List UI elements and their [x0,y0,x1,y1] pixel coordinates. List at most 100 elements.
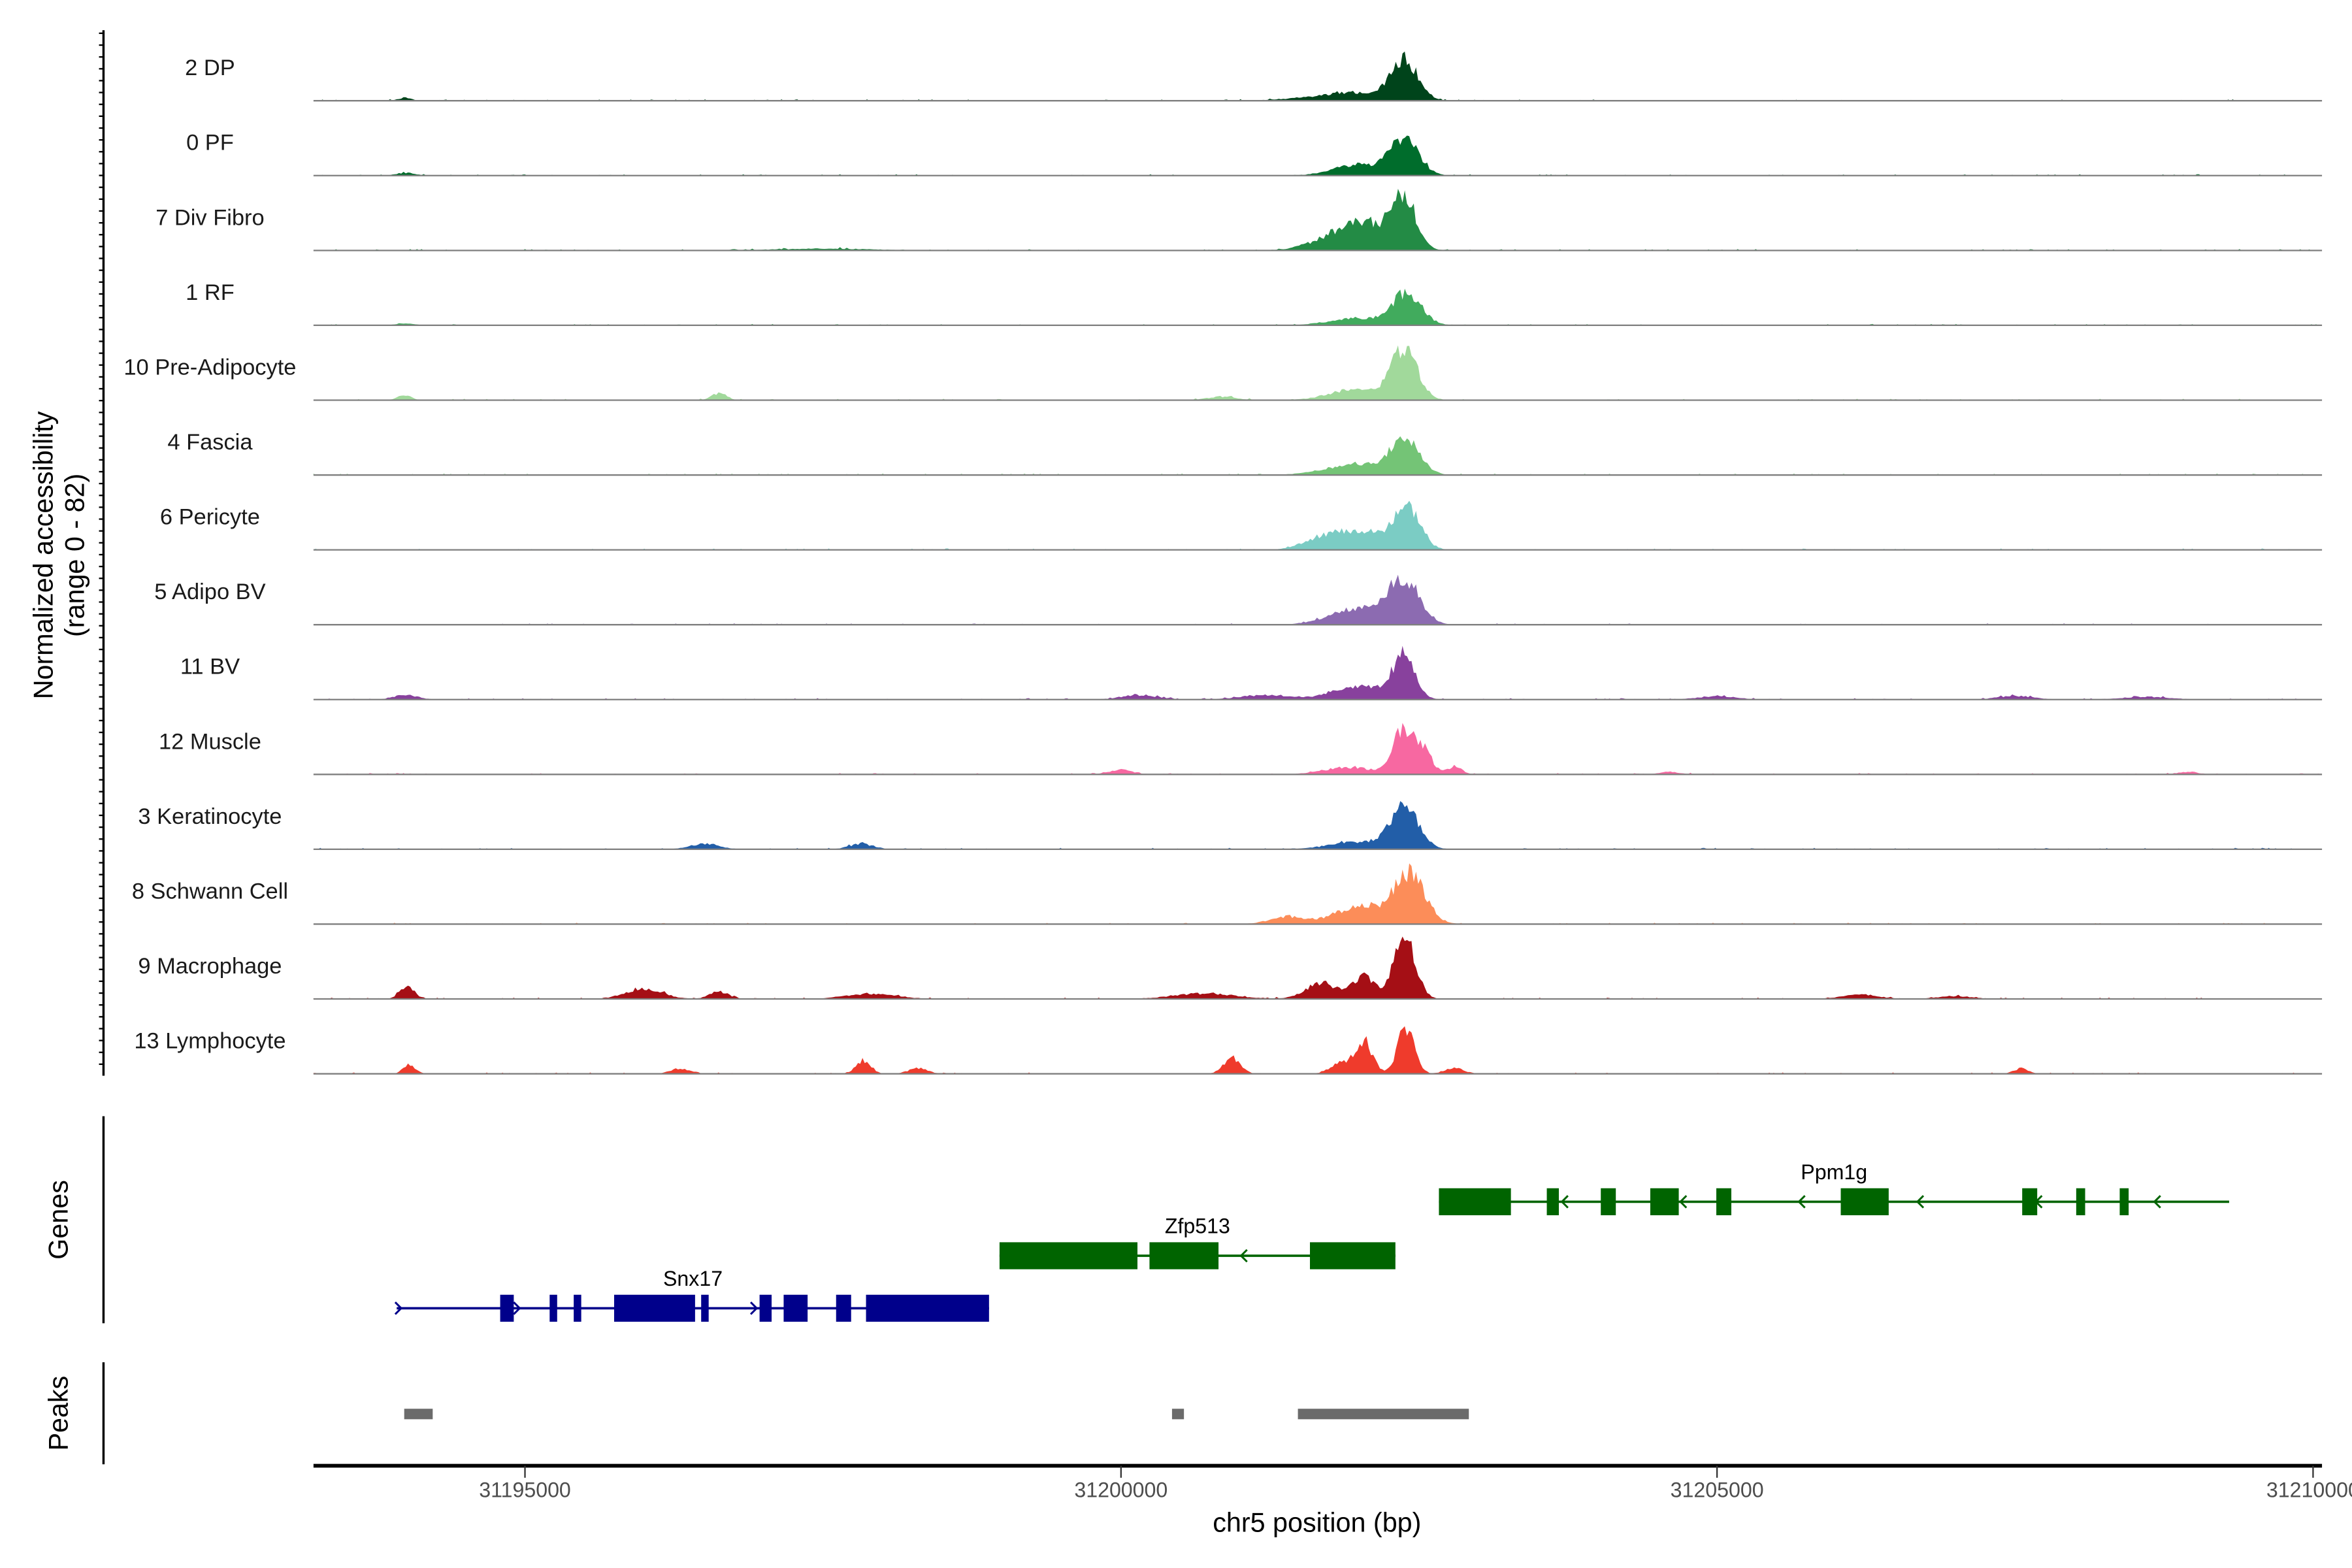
track-label: 4 Fascia [167,430,253,455]
track-label: 12 Muscle [159,729,261,754]
gene-exon [759,1294,772,1322]
strand-arrow-left-icon [1916,1195,1925,1209]
gene-exon [1601,1188,1616,1216]
strand-arrow-left-icon [1678,1195,1688,1209]
track-label: 3 Keratinocyte [138,804,282,829]
x-tick-label: 31210000 [2266,1478,2352,1502]
track-label: 8 Schwann Cell [132,879,288,904]
track-4-fascia: 4 Fascia [167,430,2323,476]
gene-exon [783,1294,808,1322]
track-0-pf: 0 PF [186,131,2323,176]
coverage-area [313,51,2323,101]
track-label: 7 Div Fibro [155,205,264,230]
gene-exon [2022,1188,2038,1216]
track-label: 11 BV [180,655,240,679]
coverage-area [313,936,2323,1000]
track-10-pre-adipocyte: 10 Pre-Adipocyte [123,345,2323,401]
coverage-tracks: 2 DP 0 PF 7 Div Fibro 1 RF 10 Pre-Adipocyte 4… [123,51,2323,1075]
coverage-area [313,801,2323,849]
strand-arrow-right-icon [749,1301,759,1315]
track-1-rf: 1 RF [186,280,2323,327]
track-label: 0 PF [186,131,234,155]
strand-arrow-left-icon [1358,1249,1367,1263]
gene-exon [2076,1188,2085,1216]
gene-exon [1546,1188,1559,1216]
strand-arrow-left-icon [1121,1249,1130,1263]
track-5-adipo-bv: 5 Adipo BV [154,574,2323,626]
track-label: 10 Pre-Adipocyte [123,355,296,380]
strand-arrow-right-icon [513,1301,521,1315]
track-label: 13 Lymphocyte [134,1029,286,1054]
gene-label: Snx17 [663,1267,723,1290]
gene-exon [574,1294,581,1322]
coverage-area [313,1026,2323,1074]
track-3-keratinocyte: 3 Keratinocyte [138,801,2323,851]
strand-arrow-left-icon [1002,1249,1011,1263]
strand-arrow-left-icon [2034,1195,2043,1209]
gene-label: Zfp513 [1165,1215,1230,1238]
coverage-area [313,135,2323,176]
track-label: 6 Pericyte [160,505,260,530]
track-label: 1 RF [186,280,235,305]
gene-exon [1439,1188,1511,1216]
coverage-area [313,500,2323,550]
strand-arrow-left-icon [1797,1195,1806,1209]
gene-zfp513: Zfp513 [999,1215,1396,1269]
track-label: 2 DP [185,56,235,80]
track-13-lymphocyte: 13 Lymphocyte [134,1026,2323,1075]
track-7-div-fibro: 7 Div Fibro [155,188,2323,252]
gene-exon [1650,1188,1679,1216]
gene-label: Ppm1g [1801,1160,1867,1184]
strand-arrow-left-icon [2153,1195,2161,1209]
gene-exon [1310,1242,1396,1269]
gene-exon [500,1294,514,1322]
track-9-macrophage: 9 Macrophage [138,936,2323,1000]
gene-ppm1g: Ppm1g [1439,1160,2229,1216]
gene-annotations: Snx17 Zfp513 Ppm1g [394,1160,2229,1322]
peak-regions [404,1409,1469,1420]
coverage-area [313,723,2323,775]
y-axis-ticks [99,32,104,1066]
x-tick-label: 31200000 [1074,1478,1168,1502]
peak-region [1171,1409,1184,1420]
gene-exon [836,1294,851,1322]
coverage-area [313,188,2323,251]
strand-arrow-left-icon [1239,1249,1248,1263]
strand-arrow-right-icon [394,1301,403,1315]
strand-arrow-left-icon [1442,1195,1450,1209]
gene-snx17: Snx17 [394,1267,989,1322]
coverage-area [313,645,2323,700]
gene-exon [866,1294,989,1322]
x-tick-label: 31195000 [479,1478,571,1502]
strand-arrow-right-icon [868,1301,877,1315]
track-label: 5 Adipo BV [154,580,265,604]
track-8-schwann-cell: 8 Schwann Cell [132,863,2323,925]
strand-arrow-right-icon [631,1301,640,1315]
track-2-dp: 2 DP [185,51,2323,102]
peaks-title: Peaks [43,1376,73,1451]
track-11-bv: 11 BV [180,645,2323,700]
coverage-area [313,574,2323,625]
y-axis-title: Normalized accessibility [28,411,58,699]
gene-exon [701,1294,709,1322]
x-axis-title: chr5 position (bp) [1213,1508,1421,1538]
y-axis-range: (range 0 - 82) [60,474,90,637]
gene-exon [999,1242,1137,1269]
x-axis-ticks: 31195000 31200000 31205000 31210000 [479,1465,2352,1502]
gene-exon [1716,1188,1732,1216]
track-6-pericyte: 6 Pericyte [160,500,2323,551]
genes-title: Genes [43,1180,73,1260]
coverage-area [313,288,2323,325]
peak-region [1298,1409,1469,1420]
gene-exon [1840,1188,1889,1216]
track-label: 9 Macrophage [138,954,282,979]
coverage-area [313,436,2323,476]
coverage-area [313,863,2323,924]
gene-exon [1149,1242,1219,1269]
coverage-area [313,345,2323,400]
peak-region [404,1409,433,1420]
gene-exon [549,1294,557,1322]
gene-exon [614,1294,695,1322]
strand-arrow-left-icon [1560,1195,1569,1209]
